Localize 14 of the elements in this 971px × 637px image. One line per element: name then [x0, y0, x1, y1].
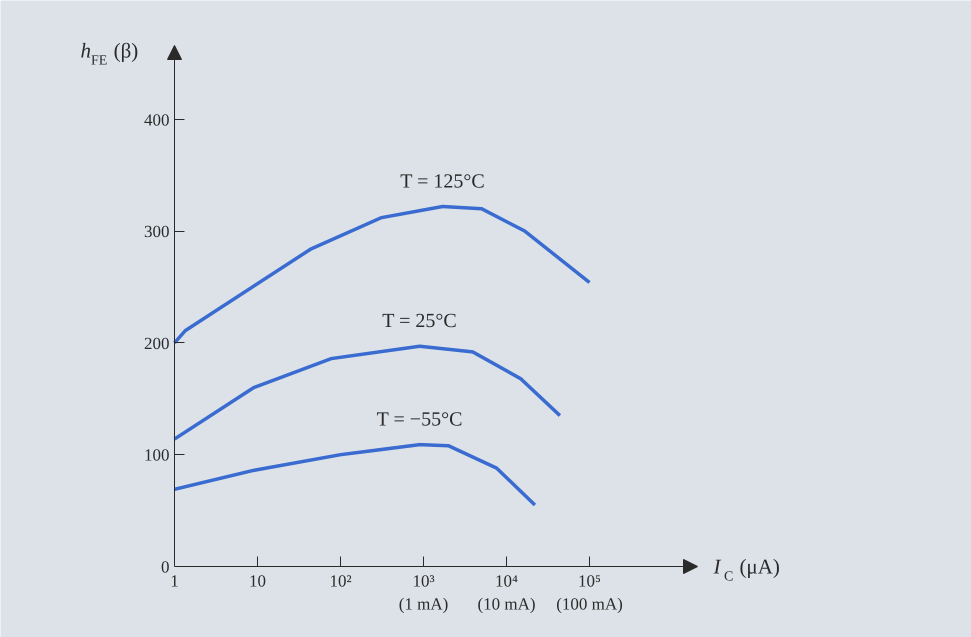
x-tick-label: 10⁴ (10 mA) [477, 572, 536, 614]
y-tick-label: 0 [161, 558, 170, 576]
y-tick-label: 100 [144, 446, 170, 465]
x-tick-label: 10² [329, 572, 352, 590]
x-tick-label: 10⁵ (100 mA) [556, 572, 623, 614]
series-label: T = −55°C [376, 408, 462, 431]
x-tick-label: 1 [170, 572, 179, 590]
x-tick-label: 10 [249, 572, 266, 590]
series-label: T = 125°C [400, 170, 485, 192]
series-label: T = 25°C [382, 310, 457, 332]
y-tick-label: 200 [144, 334, 170, 353]
x-tick-label: 10³ (1 mA) [398, 572, 448, 614]
y-tick-label: 300 [144, 222, 170, 242]
y-tick-label: 400 [144, 110, 170, 130]
